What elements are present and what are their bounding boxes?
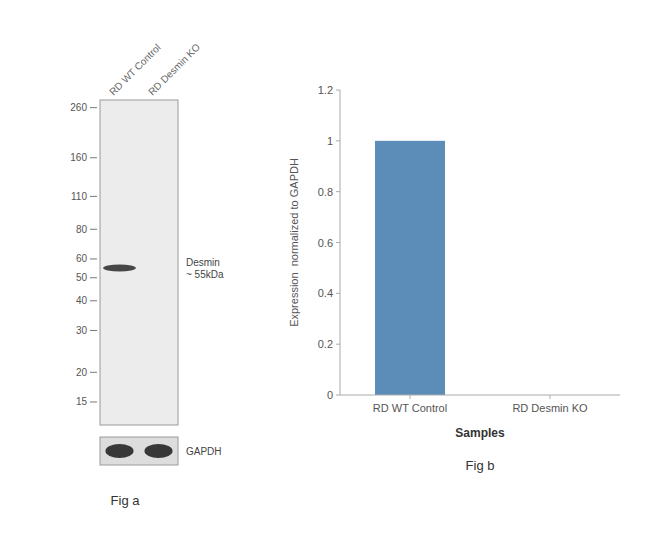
bar [375, 141, 445, 395]
mw-label: 40 [76, 295, 88, 306]
mw-tick [90, 330, 97, 331]
title: Fig b [466, 458, 495, 473]
mw-label: 50 [76, 272, 88, 283]
mw-tick [90, 277, 97, 278]
mw-tick [90, 300, 97, 301]
mw-tick [90, 401, 97, 402]
y-tick-label: 0.8 [318, 186, 333, 198]
y-tick-label: 0.4 [318, 287, 333, 299]
x-axis [340, 395, 620, 396]
loading-control-band [144, 444, 172, 458]
figure: 260 160 110 80 60 50 40 30 20 15 RD WT Control RD D… [0, 0, 650, 543]
lane-label: RD Desmin KO [146, 41, 202, 97]
y-tick-label: 1 [327, 135, 333, 147]
y-tick [336, 293, 340, 294]
bars [375, 141, 445, 395]
mw-label: 160 [70, 152, 87, 163]
y-tick [336, 90, 340, 91]
loading-control-strip [100, 437, 178, 465]
y-tick [336, 242, 340, 243]
mw-label: 110 [71, 191, 87, 202]
band [103, 264, 136, 271]
x-tick-label: RD Desmin KO [512, 402, 588, 414]
mw-label: 20 [76, 367, 88, 378]
y-tick [336, 191, 340, 192]
mw-label: 60 [76, 253, 88, 264]
panel-a: 26016011080605040302015RD WT ControlRD D… [70, 41, 224, 508]
title: Fig a [111, 493, 141, 508]
x-tick [410, 395, 411, 399]
loading-control-band [105, 444, 133, 458]
y-tick [336, 344, 340, 345]
gel [100, 100, 178, 425]
page: {"chart_data": [ {"type": "blot", "title… [0, 0, 650, 543]
x-tick-label: RD WT Control [373, 402, 447, 414]
x-axis-label: Samples [455, 426, 505, 440]
y-tick-label: 0.6 [318, 237, 333, 249]
mw-tick [90, 196, 97, 197]
y-tick-label: 0.2 [318, 338, 333, 350]
panel-b: 0 0.2 0.4 0.6 0.8 1 1.2 RD WT Control RD Desmin … [288, 84, 620, 473]
y-tick-label: 1.2 [318, 84, 333, 96]
mw-label: 15 [76, 396, 88, 407]
mw-label: 80 [76, 224, 88, 235]
mw-label: 30 [76, 325, 88, 336]
y-tick [336, 140, 340, 141]
y-axis-label: Expression normalized to GAPDH [288, 158, 300, 327]
mw-label: 260 [70, 102, 87, 113]
text-line: ~ 55kDa [186, 268, 224, 279]
annotation: GAPDH [186, 446, 222, 457]
x-tick [550, 395, 551, 399]
band-label: Desmin~ 55kDa [186, 256, 224, 279]
mw-tick [90, 107, 97, 108]
text-line: Desmin [186, 256, 220, 267]
y-tick [336, 395, 340, 396]
mw-tick [90, 258, 97, 259]
mw-tick [90, 157, 97, 158]
y-tick-label: 0 [327, 389, 333, 401]
mw-tick [90, 372, 97, 373]
background [0, 0, 650, 543]
mw-tick [90, 229, 97, 230]
